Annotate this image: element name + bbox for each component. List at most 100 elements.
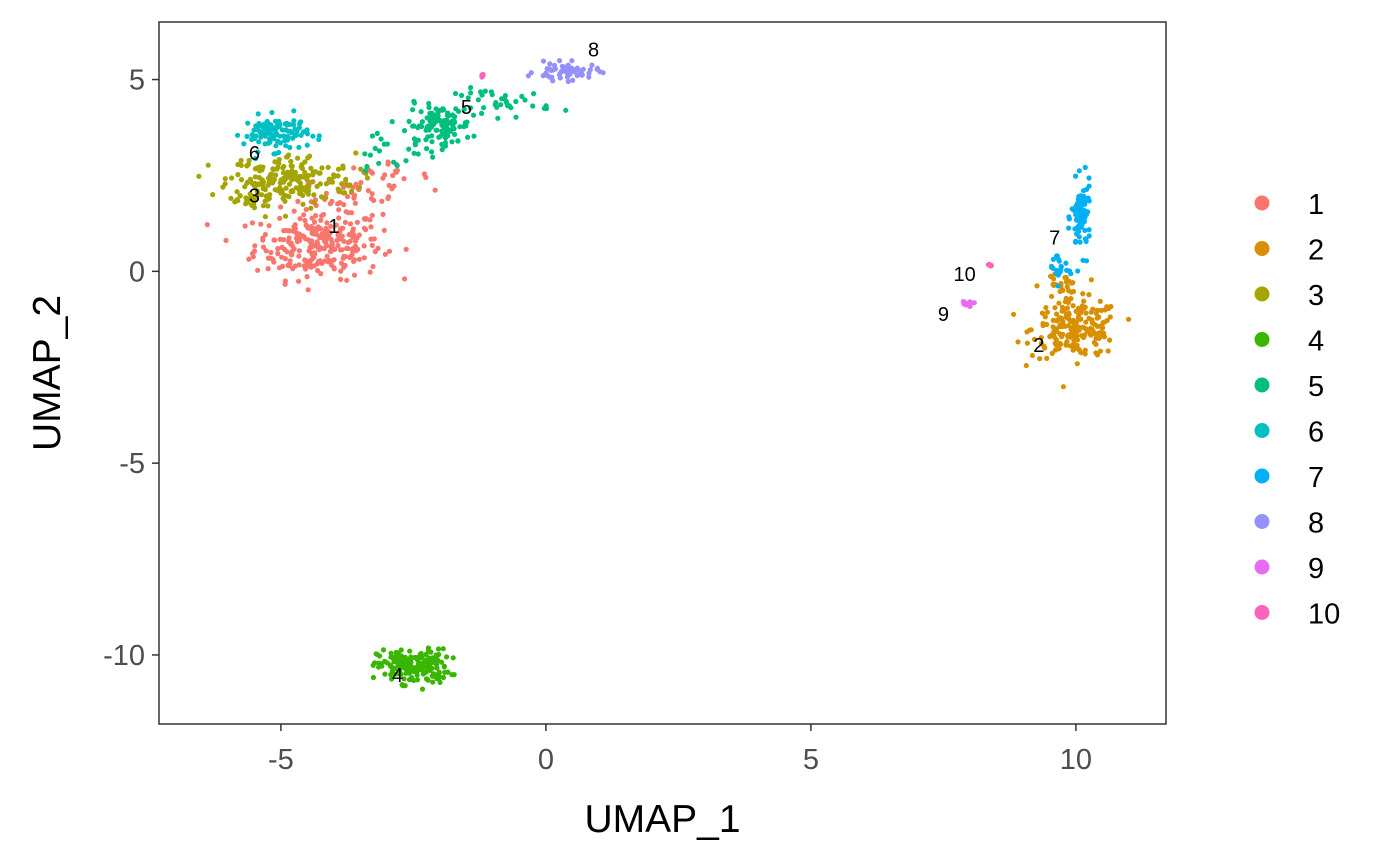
point bbox=[304, 142, 310, 148]
point bbox=[287, 170, 293, 176]
point bbox=[519, 93, 525, 99]
point bbox=[1042, 345, 1048, 351]
point bbox=[256, 182, 262, 188]
point bbox=[283, 185, 289, 191]
point bbox=[220, 184, 226, 190]
cluster-9-points bbox=[960, 298, 977, 309]
point bbox=[1086, 233, 1092, 239]
point bbox=[251, 248, 258, 254]
point bbox=[275, 161, 281, 167]
point bbox=[249, 132, 255, 138]
point bbox=[1052, 305, 1058, 311]
point bbox=[331, 257, 337, 263]
point bbox=[290, 228, 296, 234]
point bbox=[1082, 227, 1088, 233]
x-axis: -5 0 5 10 bbox=[268, 724, 1092, 776]
point bbox=[1094, 352, 1101, 358]
point bbox=[304, 274, 310, 280]
point bbox=[344, 194, 351, 200]
point bbox=[279, 263, 286, 269]
point bbox=[255, 165, 261, 171]
point bbox=[1126, 316, 1132, 322]
x-tick-label: 5 bbox=[803, 744, 819, 776]
point bbox=[352, 200, 358, 206]
point bbox=[291, 208, 297, 214]
point bbox=[271, 176, 277, 183]
point bbox=[234, 189, 240, 195]
point bbox=[347, 238, 353, 244]
point bbox=[369, 191, 375, 197]
point bbox=[513, 114, 519, 120]
point bbox=[308, 264, 314, 270]
point bbox=[260, 179, 266, 185]
point bbox=[1029, 352, 1035, 359]
point bbox=[440, 123, 446, 129]
point bbox=[259, 167, 265, 173]
point bbox=[557, 71, 563, 77]
point bbox=[335, 242, 341, 249]
point bbox=[324, 243, 330, 249]
point bbox=[1068, 271, 1074, 277]
point bbox=[361, 225, 368, 231]
point bbox=[388, 654, 394, 660]
point bbox=[337, 189, 343, 195]
point bbox=[442, 143, 449, 149]
point bbox=[307, 153, 313, 159]
point bbox=[1054, 311, 1060, 317]
point bbox=[292, 263, 298, 269]
point bbox=[1063, 260, 1069, 266]
point bbox=[1076, 168, 1082, 174]
point bbox=[255, 111, 261, 117]
point bbox=[323, 181, 329, 187]
point bbox=[1060, 331, 1066, 337]
point bbox=[341, 238, 347, 244]
point bbox=[395, 671, 401, 677]
point bbox=[423, 127, 429, 133]
point bbox=[255, 149, 261, 155]
point bbox=[1038, 335, 1044, 341]
point bbox=[442, 135, 449, 141]
point bbox=[423, 651, 429, 658]
point bbox=[1101, 334, 1107, 340]
point bbox=[337, 247, 344, 253]
point bbox=[513, 98, 519, 105]
point bbox=[358, 166, 364, 172]
legend-item-4: 4 bbox=[1254, 326, 1324, 358]
point bbox=[1082, 164, 1088, 170]
point bbox=[465, 95, 471, 101]
point bbox=[1086, 292, 1092, 298]
x-axis-title: UMAP_1 bbox=[584, 798, 740, 841]
point bbox=[296, 125, 302, 131]
point bbox=[297, 216, 303, 222]
point bbox=[309, 238, 315, 244]
point bbox=[1088, 277, 1094, 283]
cluster-labels-layer: 1 2 3 4 5 6 7 8 910 bbox=[249, 40, 1060, 687]
point bbox=[252, 174, 258, 180]
point bbox=[296, 144, 302, 150]
point bbox=[1094, 315, 1100, 321]
point bbox=[408, 659, 414, 665]
point bbox=[411, 150, 417, 156]
point bbox=[417, 660, 423, 666]
point bbox=[349, 188, 355, 194]
point bbox=[1074, 213, 1081, 219]
point bbox=[275, 250, 281, 257]
point bbox=[421, 659, 427, 665]
point bbox=[272, 126, 278, 132]
point bbox=[246, 256, 252, 262]
point bbox=[349, 230, 355, 236]
point bbox=[343, 176, 349, 182]
point bbox=[381, 227, 387, 233]
point bbox=[451, 126, 457, 132]
point bbox=[530, 103, 536, 109]
point bbox=[1094, 308, 1100, 314]
point bbox=[328, 248, 334, 254]
points-layer bbox=[196, 58, 1132, 692]
point bbox=[481, 105, 487, 111]
point bbox=[287, 121, 293, 128]
point bbox=[262, 231, 268, 238]
point bbox=[1083, 236, 1089, 242]
point bbox=[309, 215, 315, 221]
point bbox=[367, 152, 373, 158]
point bbox=[425, 123, 431, 129]
